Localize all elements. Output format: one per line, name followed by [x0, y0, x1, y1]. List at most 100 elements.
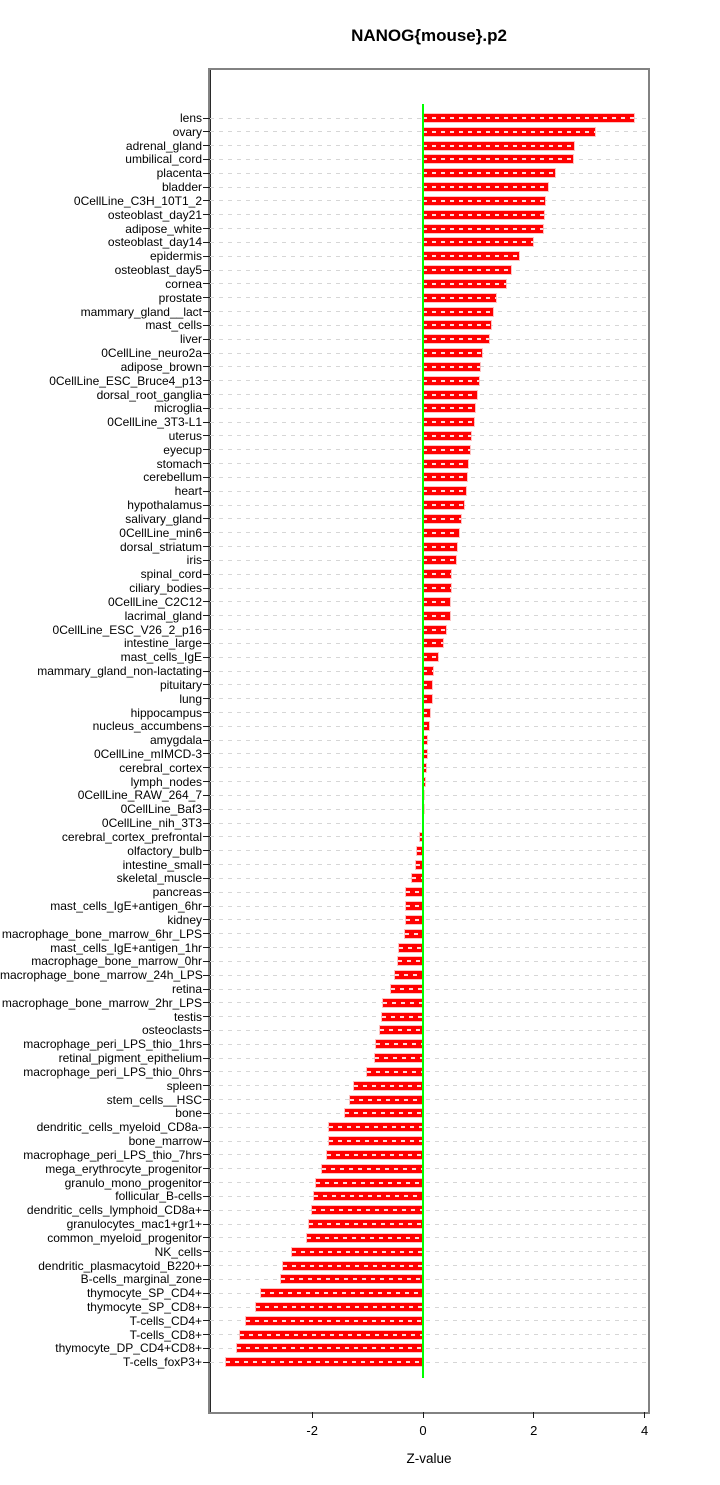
bar — [423, 639, 444, 648]
category-label: bone — [175, 1106, 202, 1121]
bar — [423, 431, 472, 440]
bar-dash-pattern — [423, 559, 457, 562]
gridline — [210, 781, 648, 783]
bar — [313, 1192, 423, 1201]
gridline — [210, 1029, 648, 1031]
category-label: liver — [179, 332, 202, 347]
bar — [417, 846, 423, 855]
bar-dash-pattern — [423, 393, 477, 396]
bar — [309, 1220, 423, 1229]
bar-dash-pattern — [423, 310, 494, 313]
y-axis-tick — [203, 186, 210, 188]
category-label: thymocyte_SP_CD8+ — [86, 1300, 202, 1314]
y-axis-tick — [203, 850, 210, 852]
category-label: follicular_B-cells — [115, 1189, 202, 1204]
y-axis-tick — [203, 297, 210, 299]
y-axis-tick — [203, 1112, 210, 1114]
bar-dash-pattern — [423, 255, 520, 258]
bar — [423, 155, 573, 164]
category-label: cerebral_cortex_prefrontal — [61, 829, 202, 844]
category-label: osteoblast_day21 — [107, 207, 202, 222]
category-label: dendritic_cells_lymphoid_CD8a+ — [26, 1203, 202, 1218]
bar — [423, 570, 452, 579]
bar-dash-pattern — [226, 1361, 423, 1364]
category-label: macrophage_bone_marrow_24h_LPS — [0, 968, 203, 983]
bar-dash-pattern — [423, 352, 482, 355]
y-axis-tick — [203, 366, 210, 368]
bar — [423, 556, 457, 565]
y-axis-tick — [203, 891, 210, 893]
category-label: uterus — [168, 428, 202, 443]
category-label: 0CellLine_RAW_264_7 — [77, 788, 202, 803]
bar — [423, 390, 477, 399]
bar-dash-pattern — [423, 462, 469, 465]
bar-dash-pattern — [411, 877, 423, 880]
category-label: 0CellLine_neuro2a — [101, 346, 202, 361]
bar-dash-pattern — [239, 1333, 423, 1336]
bar — [423, 763, 427, 772]
y-axis-tick — [203, 739, 210, 741]
bar-dash-pattern — [423, 365, 480, 368]
y-axis-tick — [203, 1292, 210, 1294]
bar — [281, 1275, 423, 1284]
category-label: spinal_cord — [140, 567, 202, 582]
bar — [236, 1344, 423, 1353]
bar — [411, 874, 423, 883]
category-label: salivary_gland — [125, 511, 202, 526]
bar-dash-pattern — [281, 1278, 423, 1281]
x-axis-tick-label: 4 — [640, 1423, 649, 1438]
category-label: mammary_gland_non-lactating — [37, 664, 202, 679]
bar — [367, 1067, 423, 1076]
y-axis-tick — [203, 435, 210, 437]
bar — [423, 708, 430, 717]
gridline — [210, 1057, 648, 1059]
category-label: 0CellLine_mIMCD-3 — [93, 746, 202, 761]
category-label: intestine_small — [122, 857, 202, 872]
category-label: lung — [179, 691, 202, 706]
y-axis-tick — [203, 933, 210, 935]
bar — [395, 971, 423, 980]
category-label: testis — [173, 1009, 202, 1024]
category-label: mammary_gland__lact — [80, 304, 202, 319]
bar — [344, 1109, 423, 1118]
y-axis-tick — [203, 1099, 210, 1101]
bar — [423, 514, 461, 523]
bar-dash-pattern — [423, 490, 467, 493]
bar-dash-pattern — [328, 1140, 423, 1143]
y-axis-tick — [203, 352, 210, 354]
y-axis-tick — [203, 781, 210, 783]
y-axis-tick — [203, 684, 210, 686]
bar-dash-pattern — [309, 1223, 423, 1226]
y-axis-tick — [203, 629, 210, 631]
x-axis-tick — [533, 1412, 535, 1418]
category-label: iris — [186, 553, 202, 568]
bar-dash-pattern — [423, 199, 546, 202]
bar-dash-pattern — [423, 573, 452, 576]
y-axis-tick — [203, 421, 210, 423]
plot-area — [208, 68, 650, 1414]
category-label: amygdala — [149, 733, 202, 748]
bar-dash-pattern — [423, 158, 573, 161]
y-axis-tick — [203, 449, 210, 451]
category-label: spleen — [166, 1078, 202, 1093]
bar — [423, 183, 548, 192]
bar-dash-pattern — [423, 130, 596, 133]
bar-dash-pattern — [353, 1084, 423, 1087]
gridline — [210, 1112, 648, 1114]
bar — [423, 169, 556, 178]
bar — [260, 1289, 423, 1298]
category-label: cerebral_cortex — [119, 760, 202, 775]
y-axis-tick — [203, 794, 210, 796]
category-label: macrophage_bone_marrow_0hr — [31, 954, 202, 969]
bar — [423, 611, 450, 620]
x-axis-tick — [422, 1412, 424, 1418]
category-label: 0CellLine_3T3-L1 — [107, 415, 202, 430]
y-axis-tick — [203, 1182, 210, 1184]
bar-dash-pattern — [423, 407, 475, 410]
x-axis-tick-label: -2 — [306, 1423, 318, 1438]
y-axis-tick — [203, 864, 210, 866]
category-label: ciliary_bodies — [129, 581, 202, 596]
bar-dash-pattern — [423, 725, 430, 728]
bar-dash-pattern — [423, 186, 548, 189]
y-axis-line — [210, 70, 211, 1412]
